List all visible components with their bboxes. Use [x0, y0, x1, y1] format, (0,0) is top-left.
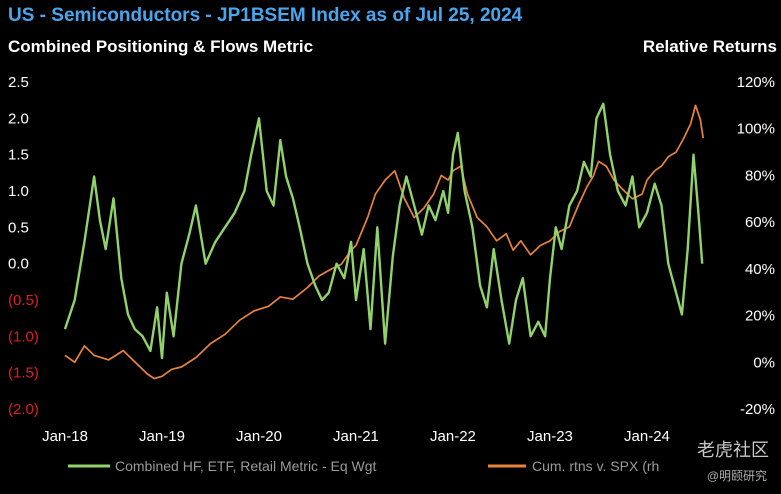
x-tick-label: Jan-18: [42, 428, 88, 445]
right-tick-label: 20%: [745, 308, 775, 325]
left-tick-label: (0.5): [8, 292, 39, 309]
legend: Combined HF, ETF, Retail Metric - Eq Wgt…: [68, 458, 659, 474]
right-tick-label: 0%: [753, 354, 775, 371]
watermark-brand: 老虎社区: [697, 440, 769, 460]
x-tick-label: Jan-21: [333, 428, 379, 445]
left-tick-label: (1.0): [8, 328, 39, 345]
chart-title: US - Semiconductors - JP1BSEM Index as o…: [8, 5, 523, 26]
legend-label-cum-returns: Cum. rtns v. SPX (rh: [532, 458, 659, 474]
left-tick-label: (1.5): [8, 365, 39, 382]
right-tick-label: 100%: [737, 121, 775, 138]
left-tick-label: 2.0: [8, 110, 29, 127]
left-tick-label: 1.5: [8, 147, 29, 164]
left-tick-label: 1.0: [8, 183, 29, 200]
plot-area: [63, 102, 705, 380]
right-tick-label: 40%: [745, 261, 775, 278]
legend-label-combined-metric: Combined HF, ETF, Retail Metric - Eq Wgt: [115, 458, 377, 474]
right-axis-title: Relative Returns: [642, 37, 777, 56]
left-axis-title: Combined Positioning & Flows Metric: [8, 37, 314, 56]
right-tick-label: 120%: [737, 74, 775, 91]
left-axis-ticks: 2.5 2.0 1.5 1.0 0.5 0.0 (0.5) (1.0) (1.5) (2.0): [8, 74, 39, 418]
x-tick-label: Jan-22: [430, 428, 476, 445]
right-tick-label: 80%: [745, 167, 775, 184]
x-tick-label: Jan-20: [236, 428, 282, 445]
watermark-sub: @明颐研究: [706, 469, 767, 483]
right-tick-label: -20%: [740, 401, 775, 418]
x-tick-label: Jan-23: [527, 428, 573, 445]
right-axis-ticks: 120% 100% 80% 60% 40% 20% 0% -20%: [737, 74, 775, 418]
left-tick-label: (2.0): [8, 401, 39, 418]
left-tick-label: 0.5: [8, 219, 29, 236]
left-tick-label: 2.5: [8, 74, 29, 91]
right-tick-label: 60%: [745, 214, 775, 231]
left-tick-label: 0.0: [8, 256, 29, 273]
x-axis-ticks: Jan-18 Jan-19 Jan-20 Jan-21 Jan-22 Jan-23 Jan-…: [42, 428, 670, 445]
series-line-combined-metric: [63, 102, 704, 360]
x-tick-label: Jan-24: [624, 428, 670, 445]
x-tick-label: Jan-19: [139, 428, 185, 445]
